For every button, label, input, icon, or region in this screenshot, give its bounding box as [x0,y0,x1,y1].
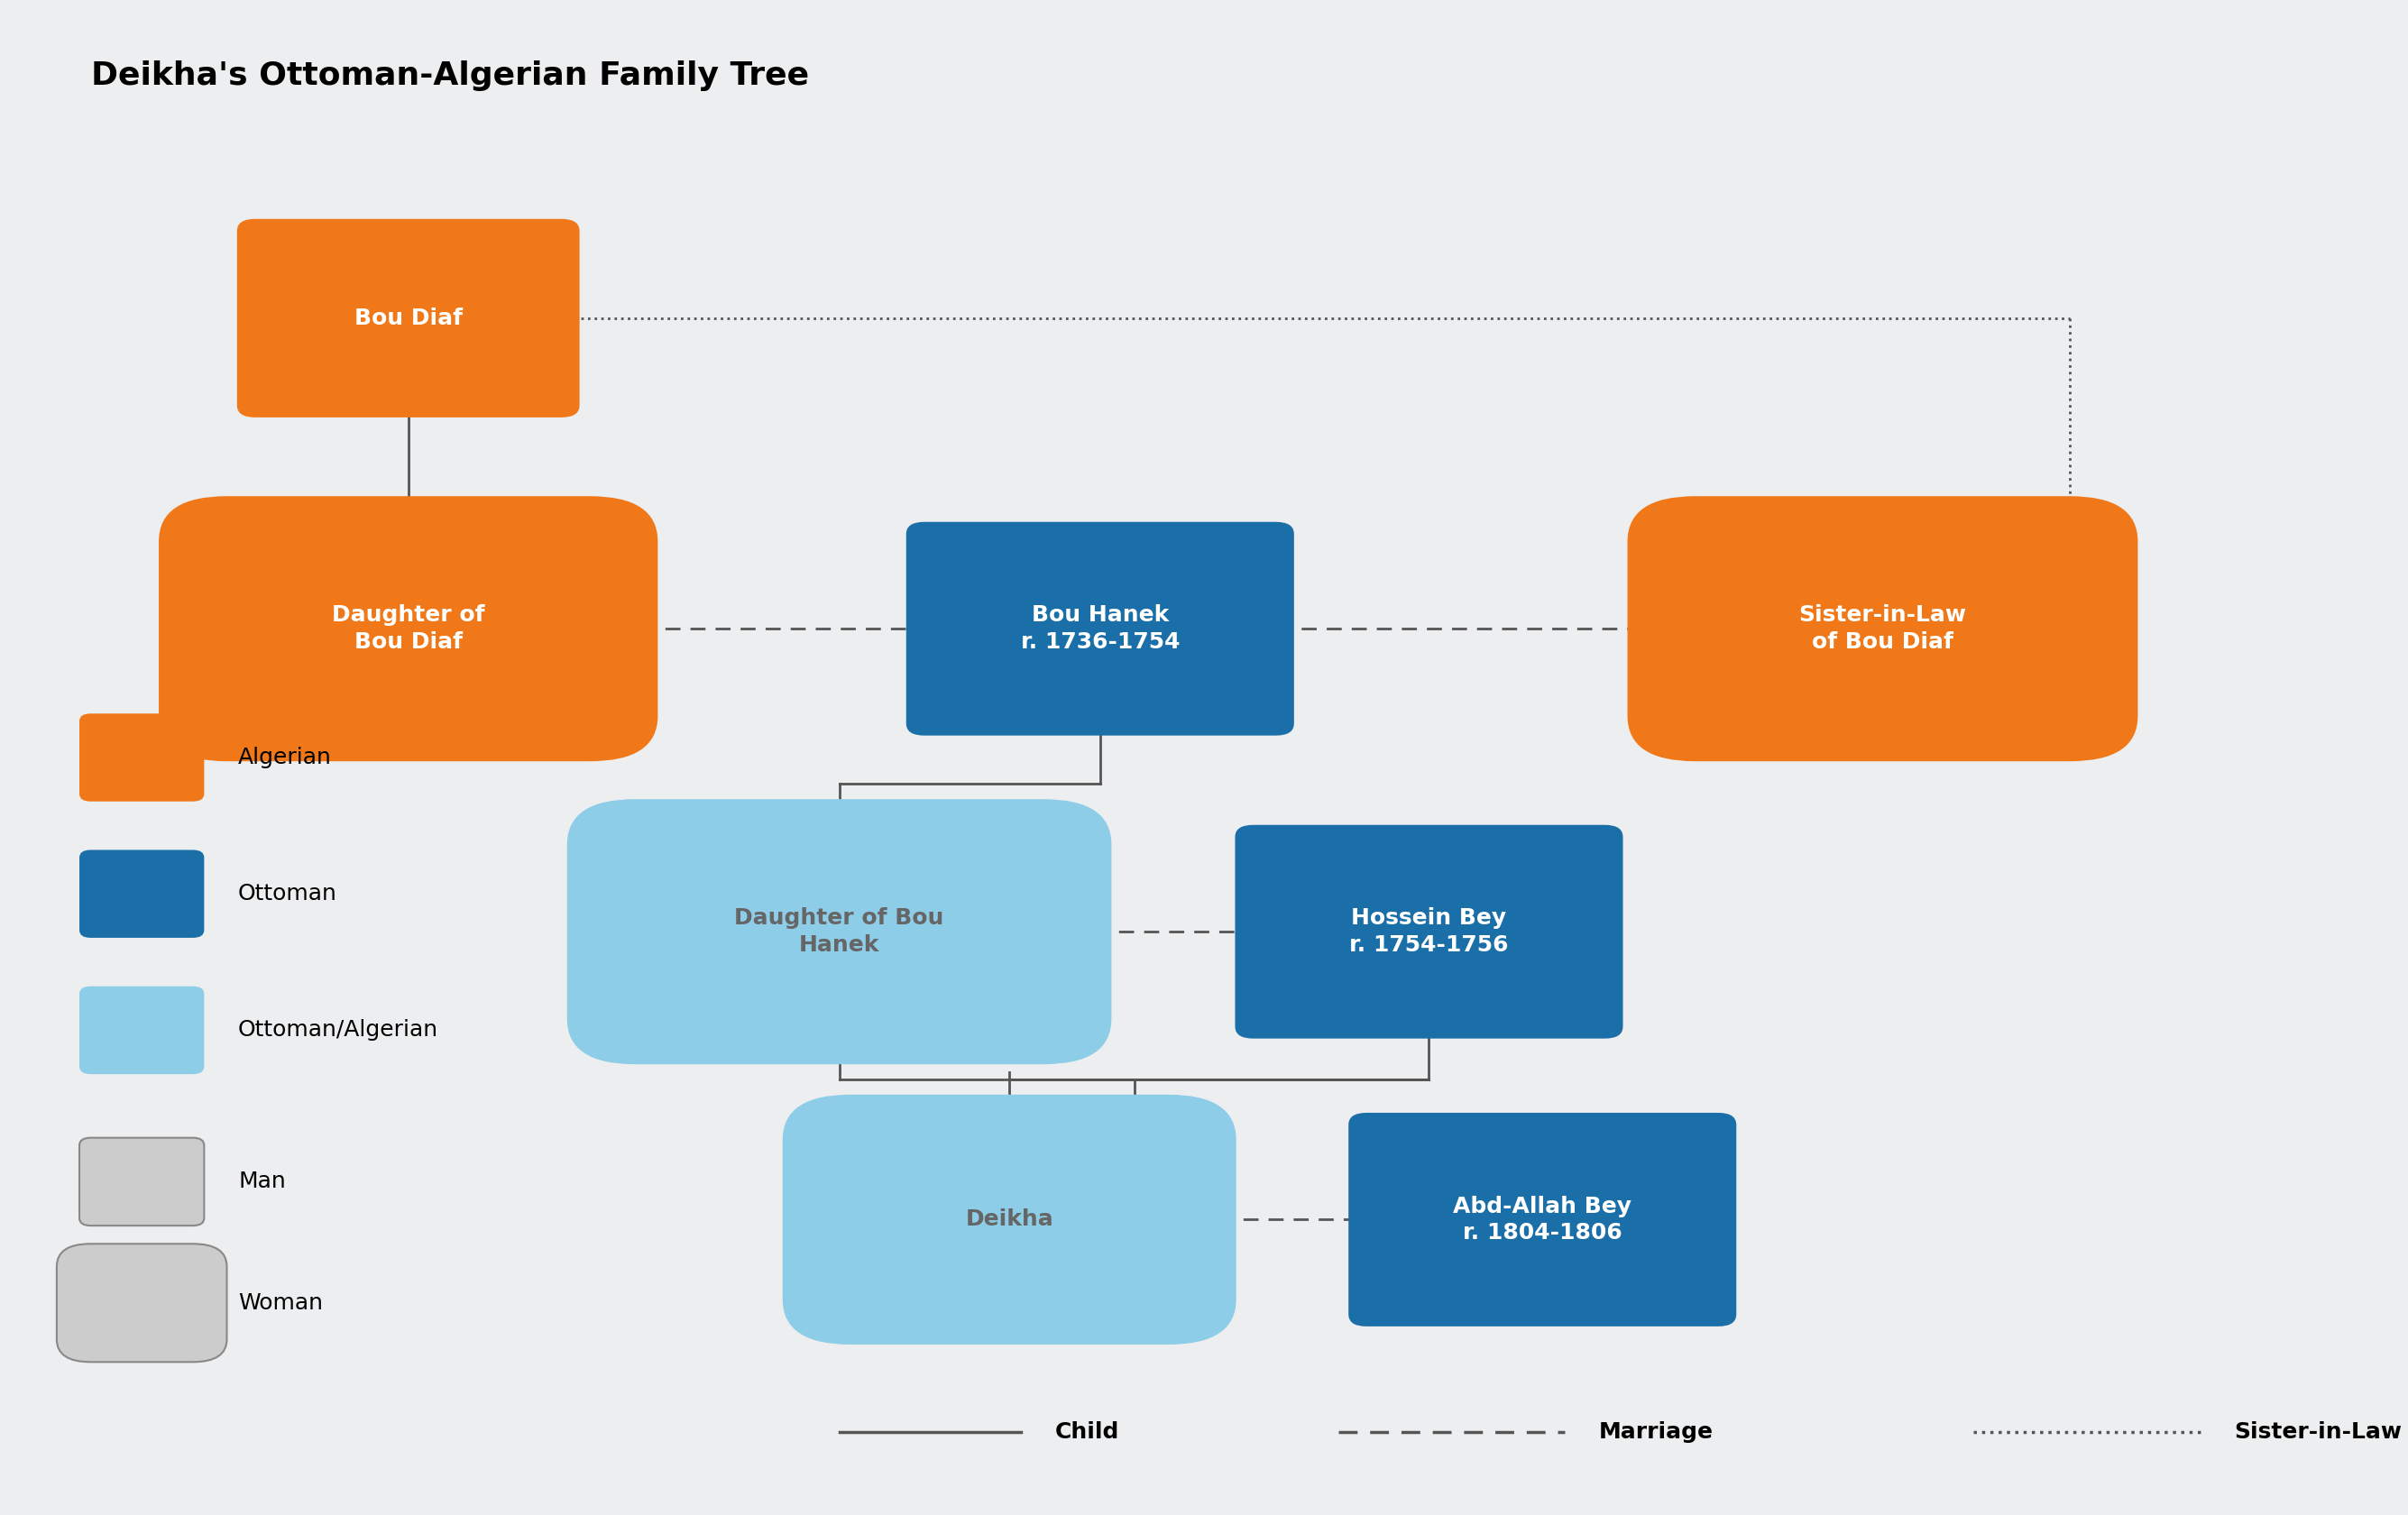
Text: Algerian: Algerian [238,747,332,768]
Text: Daughter of
Bou Diaf: Daughter of Bou Diaf [332,604,484,653]
FancyBboxPatch shape [79,714,205,801]
Text: Ottoman: Ottoman [238,883,337,904]
FancyBboxPatch shape [58,1244,226,1362]
Text: Marriage: Marriage [1599,1421,1714,1442]
FancyBboxPatch shape [1348,1112,1736,1327]
Text: Woman: Woman [238,1292,323,1314]
Text: Hossein Bey
r. 1754-1756: Hossein Bey r. 1754-1756 [1348,907,1507,956]
Text: Bou Diaf: Bou Diaf [354,308,462,329]
FancyBboxPatch shape [159,497,657,762]
FancyBboxPatch shape [236,220,580,417]
Text: Deikha: Deikha [966,1209,1052,1230]
Text: Abd-Allah Bey
r. 1804-1806: Abd-Allah Bey r. 1804-1806 [1452,1195,1633,1244]
Text: Deikha's Ottoman-Algerian Family Tree: Deikha's Ottoman-Algerian Family Tree [92,61,809,91]
FancyBboxPatch shape [905,521,1293,736]
Text: Bou Hanek
r. 1736-1754: Bou Hanek r. 1736-1754 [1021,604,1180,653]
Text: Man: Man [238,1171,287,1192]
Text: Sister-in-Law
of Bou Diaf: Sister-in-Law of Bou Diaf [1799,604,1967,653]
FancyBboxPatch shape [1235,824,1623,1039]
Text: Sister-in-Law: Sister-in-Law [2235,1421,2401,1442]
Text: Ottoman/Algerian: Ottoman/Algerian [238,1020,438,1041]
FancyBboxPatch shape [79,986,205,1074]
FancyBboxPatch shape [566,800,1112,1064]
FancyBboxPatch shape [79,1138,205,1226]
FancyBboxPatch shape [1628,497,2138,762]
Text: Daughter of Bou
Hanek: Daughter of Bou Hanek [734,907,944,956]
Text: Child: Child [1055,1421,1120,1442]
FancyBboxPatch shape [79,850,205,938]
FancyBboxPatch shape [783,1094,1235,1345]
